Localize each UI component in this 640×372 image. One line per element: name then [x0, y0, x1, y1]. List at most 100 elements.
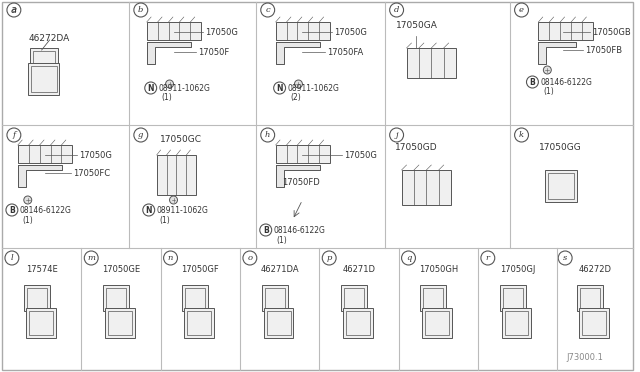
Text: 08146-6122G: 08146-6122G — [274, 225, 326, 234]
Text: s: s — [563, 254, 567, 262]
Text: a: a — [11, 5, 17, 15]
Bar — [505, 311, 529, 335]
Text: k: k — [519, 131, 524, 139]
Circle shape — [145, 82, 157, 94]
Text: e: e — [519, 6, 524, 14]
Text: a: a — [12, 6, 17, 14]
Text: d: d — [394, 6, 399, 14]
Text: 17050GC: 17050GC — [161, 135, 202, 144]
Bar — [545, 170, 577, 202]
Bar — [29, 311, 52, 335]
Bar — [26, 308, 56, 338]
Bar — [186, 288, 205, 308]
Circle shape — [170, 196, 177, 204]
Text: (1): (1) — [276, 235, 287, 244]
Text: B: B — [529, 77, 535, 87]
Text: p: p — [326, 254, 332, 262]
Text: m: m — [87, 254, 95, 262]
Text: 17050FC: 17050FC — [74, 169, 111, 177]
Text: 17050GE: 17050GE — [102, 266, 140, 275]
Polygon shape — [276, 42, 320, 64]
Circle shape — [260, 224, 271, 236]
Text: (1): (1) — [543, 87, 554, 96]
Text: b: b — [138, 6, 143, 14]
Text: 46271D: 46271D — [342, 266, 376, 275]
Text: f: f — [12, 131, 15, 139]
Text: o: o — [248, 254, 252, 262]
Bar — [500, 285, 525, 311]
Text: 08911-1062G: 08911-1062G — [287, 83, 339, 93]
Circle shape — [24, 196, 32, 204]
Bar — [538, 22, 593, 40]
Text: 17050FD: 17050FD — [283, 178, 321, 187]
Bar — [184, 308, 214, 338]
Text: g: g — [138, 131, 143, 139]
Bar — [28, 63, 60, 95]
Bar — [108, 311, 132, 335]
Text: 17050F: 17050F — [198, 48, 230, 57]
Text: c: c — [266, 6, 270, 14]
Bar — [33, 51, 54, 73]
Polygon shape — [18, 165, 63, 187]
Text: 17050GG: 17050GG — [539, 143, 582, 152]
Text: 17050G: 17050G — [205, 28, 238, 36]
Circle shape — [294, 80, 303, 88]
Text: q: q — [406, 254, 411, 262]
Bar — [346, 311, 370, 335]
Bar — [344, 288, 364, 308]
Text: 08911-1062G: 08911-1062G — [159, 83, 211, 93]
Bar — [548, 173, 574, 199]
Text: 17050GF: 17050GF — [181, 266, 219, 275]
Bar — [18, 145, 72, 163]
Bar — [264, 308, 294, 338]
Text: 08146-6122G: 08146-6122G — [20, 205, 72, 215]
Bar — [29, 48, 58, 76]
Text: 08146-6122G: 08146-6122G — [540, 77, 592, 87]
Bar — [420, 285, 446, 311]
Bar — [426, 311, 449, 335]
Circle shape — [527, 76, 538, 88]
Bar — [401, 170, 451, 205]
Text: 17050GD: 17050GD — [395, 143, 438, 152]
Bar — [502, 308, 531, 338]
Text: 17050G: 17050G — [79, 151, 112, 160]
Text: (1): (1) — [23, 215, 33, 224]
Circle shape — [166, 80, 173, 88]
Text: B: B — [9, 205, 15, 215]
Text: (2): (2) — [291, 93, 301, 102]
Bar — [577, 285, 603, 311]
Bar — [341, 285, 367, 311]
Text: (1): (1) — [159, 215, 170, 224]
Bar — [262, 285, 287, 311]
Bar — [580, 288, 600, 308]
Bar — [27, 288, 47, 308]
Bar — [267, 311, 291, 335]
Bar — [424, 288, 444, 308]
Text: N: N — [276, 83, 283, 93]
Text: h: h — [265, 131, 270, 139]
Bar — [106, 288, 126, 308]
Bar — [422, 308, 452, 338]
Text: 46271DA: 46271DA — [260, 266, 299, 275]
Bar — [579, 308, 609, 338]
Text: l: l — [11, 254, 13, 262]
Text: 17050FB: 17050FB — [585, 45, 622, 55]
Bar — [31, 66, 56, 92]
Text: 17050GH: 17050GH — [419, 266, 458, 275]
Bar — [502, 288, 522, 308]
Text: 17050GB: 17050GB — [592, 28, 630, 36]
Text: j: j — [396, 131, 398, 139]
Text: 46272D: 46272D — [579, 266, 611, 275]
Text: 17050G: 17050G — [344, 151, 377, 160]
Text: 17050GA: 17050GA — [396, 21, 437, 30]
Text: N: N — [145, 205, 152, 215]
Bar — [147, 22, 201, 40]
Bar — [103, 285, 129, 311]
Polygon shape — [538, 42, 576, 64]
Bar — [188, 311, 211, 335]
Text: (1): (1) — [162, 93, 172, 102]
Bar — [182, 285, 208, 311]
Bar — [343, 308, 373, 338]
Text: 17050FA: 17050FA — [327, 48, 364, 57]
Text: r: r — [486, 254, 490, 262]
